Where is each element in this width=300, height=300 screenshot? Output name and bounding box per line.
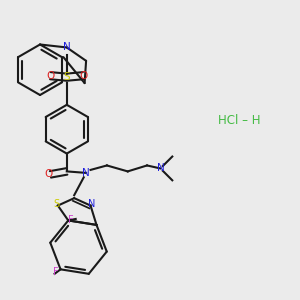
Text: N: N: [63, 43, 71, 52]
Text: F: F: [53, 267, 59, 277]
Text: O: O: [46, 71, 55, 81]
Text: N: N: [88, 199, 96, 209]
Text: O: O: [44, 169, 52, 179]
Text: N: N: [157, 164, 164, 173]
Text: O: O: [79, 71, 87, 81]
Text: S: S: [64, 72, 70, 82]
Text: N: N: [82, 168, 90, 178]
Text: HCl – H: HCl – H: [218, 114, 260, 127]
Text: S: S: [53, 199, 59, 209]
Text: F: F: [68, 215, 74, 225]
